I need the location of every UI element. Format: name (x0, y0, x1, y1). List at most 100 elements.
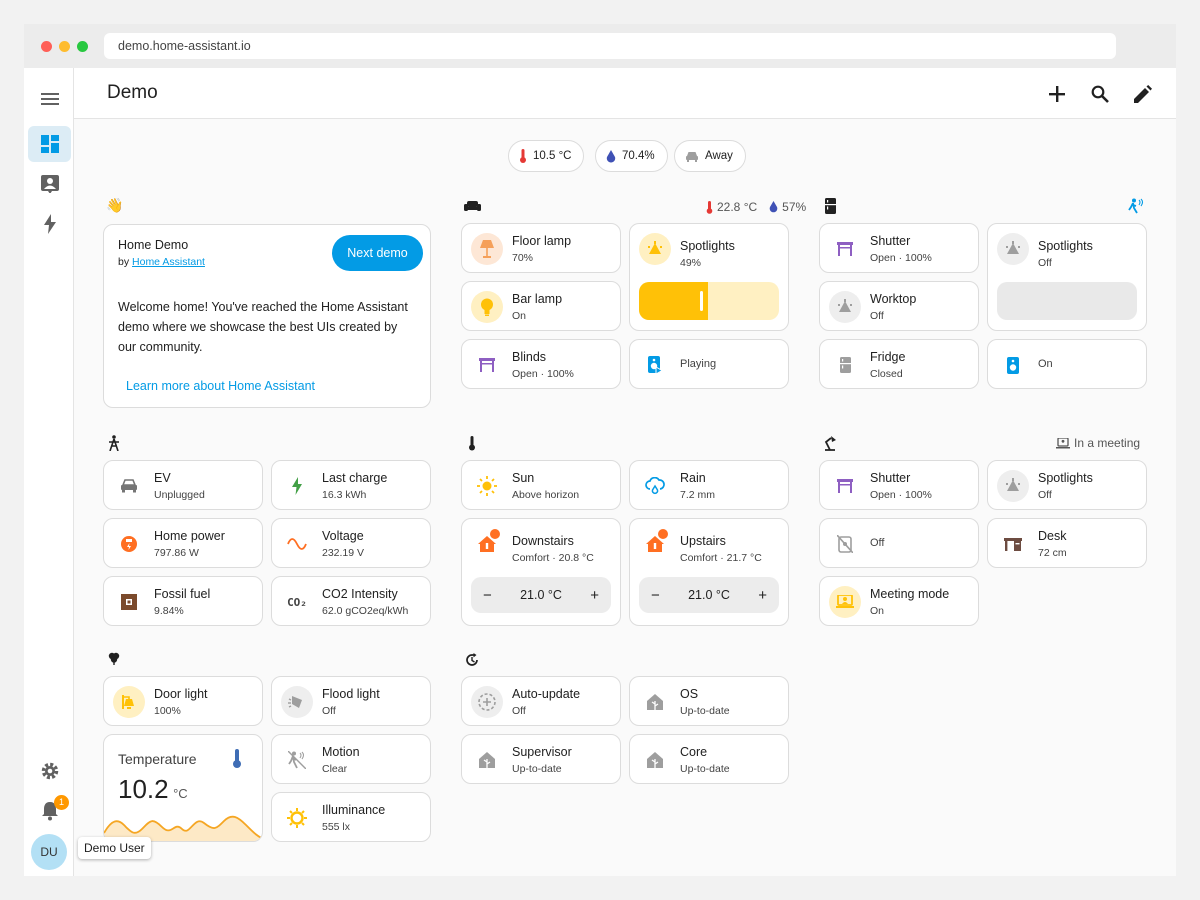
brightness-icon[interactable] (281, 802, 313, 834)
rain-tile[interactable]: Rain 7.2 mm (629, 460, 789, 510)
speaker-icon[interactable] (997, 349, 1029, 381)
office-shutter-tile[interactable]: Shutter Open · 100% (819, 460, 979, 510)
humidity-badge[interactable]: 70.4% (595, 140, 668, 172)
next-demo-button[interactable]: Next demo (332, 235, 423, 271)
home-assistant-icon[interactable] (639, 744, 671, 776)
sidebar-item-map[interactable] (28, 166, 71, 202)
tile-state: Off (870, 537, 885, 549)
motion-tile[interactable]: Motion Clear (271, 734, 431, 784)
laptop-account-icon[interactable] (829, 586, 861, 618)
lightbulb-icon[interactable] (471, 291, 503, 323)
door-light-tile[interactable]: Door light 100% (103, 676, 263, 726)
search-button[interactable] (1087, 81, 1113, 107)
ev-tile[interactable]: EV Unplugged (103, 460, 263, 510)
user-avatar[interactable]: DU (31, 834, 67, 870)
bar-lamp-tile[interactable]: Bar lamp On (461, 281, 621, 331)
decrease-button[interactable]: − (483, 586, 492, 604)
temperature-badge[interactable]: 10.5 °C (508, 140, 585, 172)
spotlight-icon[interactable] (829, 291, 861, 323)
last-charge-tile[interactable]: Last charge 16.3 kWh (271, 460, 431, 510)
slider-handle[interactable] (699, 291, 703, 311)
kitchen-shutter-tile[interactable]: Shutter Open · 100% (819, 223, 979, 273)
office-status: In a meeting (1056, 436, 1140, 450)
auto-update-tile[interactable]: Auto-update Off (461, 676, 621, 726)
core-update-tile[interactable]: Core Up-to-date (629, 734, 789, 784)
outdoor-lamp-icon[interactable] (113, 686, 145, 718)
co2-intensity-tile[interactable]: CO₂ CO2 Intensity 62.0 gCO2eq/kWh (271, 576, 431, 626)
spotlight-icon[interactable] (997, 470, 1029, 502)
notification-count-badge: 1 (54, 795, 69, 810)
sine-wave-icon[interactable] (281, 528, 313, 560)
car-icon[interactable] (113, 470, 145, 502)
office-spotlights-tile[interactable]: Spotlights Off (987, 460, 1147, 510)
upstairs-thermostat-tile[interactable]: Upstairs Comfort · 21.7 °C − 21.0 °C + (629, 518, 789, 626)
factory-icon[interactable] (113, 586, 145, 618)
flood-light-icon[interactable] (281, 686, 313, 718)
sun-icon[interactable] (471, 470, 503, 502)
rain-cloud-icon[interactable] (639, 470, 671, 502)
fossil-fuel-tile[interactable]: Fossil fuel 9.84% (103, 576, 263, 626)
edit-button[interactable] (1130, 81, 1156, 107)
kitchen-spotlights-tile[interactable]: Spotlights Off (987, 223, 1147, 331)
desk-icon[interactable] (997, 528, 1029, 560)
worktop-tile[interactable]: Worktop Off (819, 281, 979, 331)
living-room-speaker-tile[interactable]: Playing (629, 339, 789, 389)
lightning-icon[interactable] (281, 470, 313, 502)
brightness-slider[interactable] (639, 282, 779, 320)
minimize-dot[interactable] (59, 41, 70, 52)
maximize-dot[interactable] (77, 41, 88, 52)
tile-state: On (512, 310, 527, 322)
tile-state: Off (322, 705, 336, 717)
brightness-slider[interactable] (997, 282, 1137, 320)
spotlights-tile[interactable]: Spotlights 49% (629, 223, 789, 331)
home-thermometer-icon[interactable] (639, 528, 671, 560)
supervisor-update-tile[interactable]: Supervisor Up-to-date (461, 734, 621, 784)
spotlight-icon[interactable] (639, 233, 671, 265)
floor-lamp-tile[interactable]: Floor lamp 70% (461, 223, 621, 273)
presence-badge[interactable]: Away (674, 140, 746, 172)
sidebar-item-overview[interactable] (28, 126, 71, 162)
kitchen-speaker-tile[interactable]: On (987, 339, 1147, 389)
home-assistant-icon[interactable] (471, 744, 503, 776)
spotlight-icon[interactable] (997, 233, 1029, 265)
fridge-tile[interactable]: Fridge Closed (819, 339, 979, 389)
sidebar-item-notifications[interactable]: 1 (28, 793, 71, 829)
home-thermometer-icon[interactable] (471, 528, 503, 560)
shutter-icon[interactable] (829, 470, 861, 502)
sun-tile[interactable]: Sun Above horizon (461, 460, 621, 510)
illuminance-tile[interactable]: Illuminance 555 lx (271, 792, 431, 842)
speaker-play-icon[interactable] (639, 349, 671, 381)
home-power-tile[interactable]: Home power 797.86 W (103, 518, 263, 568)
learn-more-link[interactable]: Learn more about Home Assistant (126, 379, 315, 393)
home-assistant-link[interactable]: Home Assistant (132, 256, 205, 268)
downstairs-thermostat-tile[interactable]: Downstairs Comfort · 20.8 °C − 21.0 °C + (461, 518, 621, 626)
home-assistant-icon[interactable] (639, 686, 671, 718)
motion-sensor-off-icon[interactable] (281, 744, 313, 776)
add-button[interactable] (1044, 81, 1070, 107)
decrease-button[interactable]: − (651, 586, 660, 604)
shutter-icon[interactable] (829, 233, 861, 265)
menu-button[interactable] (28, 81, 71, 117)
blinds-tile[interactable]: Blinds Open · 100% (461, 339, 621, 389)
molecule-co2-icon[interactable]: CO₂ (281, 586, 313, 618)
desk-tile[interactable]: Desk 72 cm (987, 518, 1147, 568)
fridge-icon[interactable] (829, 349, 861, 381)
meeting-mode-tile[interactable]: Meeting mode On (819, 576, 979, 626)
close-dot[interactable] (41, 41, 52, 52)
floor-lamp-icon[interactable] (471, 233, 503, 265)
os-update-tile[interactable]: OS Up-to-date (629, 676, 789, 726)
office-plug-tile[interactable]: Off (819, 518, 979, 568)
address-bar[interactable]: demo.home-assistant.io (104, 33, 1116, 59)
flood-light-tile[interactable]: Flood light Off (271, 676, 431, 726)
voltage-tile[interactable]: Voltage 232.19 V (271, 518, 431, 568)
temperature-graph-card[interactable]: Temperature 10.2 °C (103, 734, 263, 842)
sidebar-item-settings[interactable] (28, 753, 71, 789)
blinds-icon[interactable] (471, 349, 503, 381)
power-plug-off-icon[interactable] (829, 528, 861, 560)
increase-button[interactable]: + (590, 586, 599, 604)
meter-icon[interactable] (113, 528, 145, 560)
tile-state: Off (512, 705, 526, 717)
increase-button[interactable]: + (758, 586, 767, 604)
sidebar-item-energy[interactable] (28, 206, 71, 242)
auto-update-icon[interactable] (471, 686, 503, 718)
